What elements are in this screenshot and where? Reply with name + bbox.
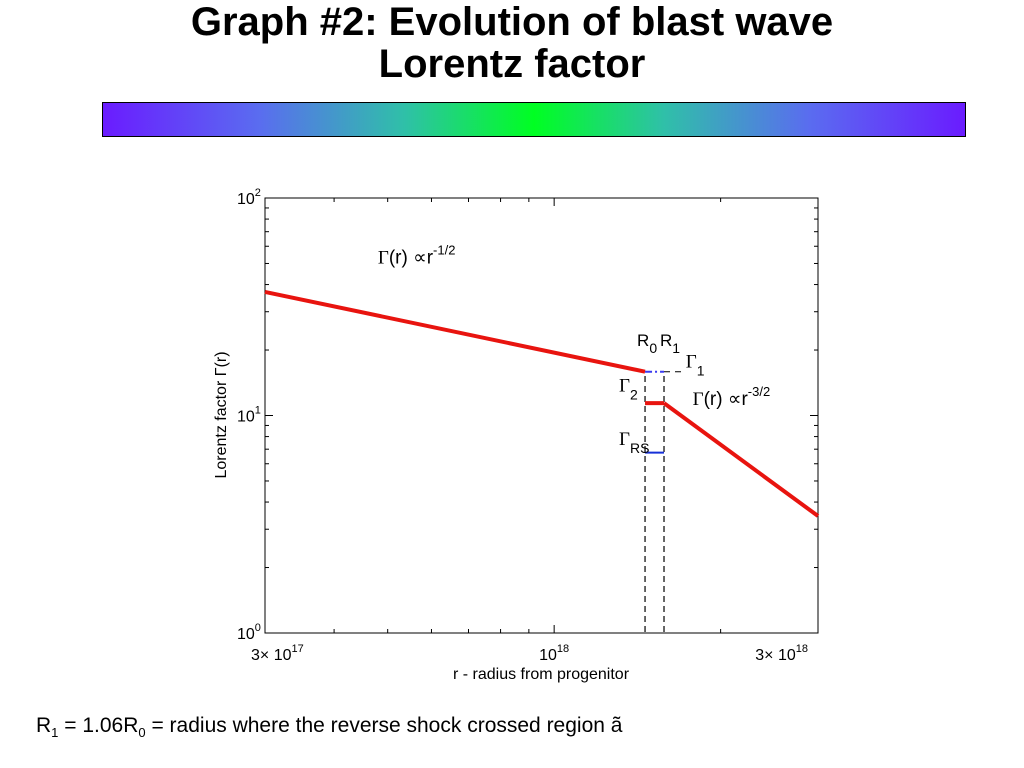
caption-mid: = 1.06R [58,714,139,737]
x-axis-label: r - radius from progenitor [453,666,630,683]
y-tick-label-exp: 0 [255,622,261,634]
y-tick-label: 100 [237,622,261,643]
decorative-gradient-bar [102,102,966,137]
slide-title-line1: Graph #2: Evolution of blast wave [190,0,834,44]
y-tick-label: 102 [237,187,261,208]
radius-marker-label-text: R [637,331,649,350]
x-tick-label-exp: 18 [557,643,569,655]
data-series [264,289,820,518]
x-tick-label-exp: 17 [291,643,303,655]
x-tick-label: 1018 [539,643,569,664]
slide-title: Graph #2: Evolution of blast wave Lorent… [0,0,1024,85]
annotation-gamma1: Γ1 [686,352,705,379]
series-line-0 [264,289,646,374]
annotation-base: r [741,389,748,410]
x-tick-label-base: 3× 10 [251,647,292,664]
annotation-sub: RS [630,440,649,456]
annotation-symbol: Γ [619,429,630,450]
annotation-prop: ∝ [413,247,427,268]
y-tick-label-base: 10 [237,191,255,208]
annotation-exp: -3/2 [748,384,770,399]
caption-r1: R [36,714,52,737]
annotation-gamma2: Γ2 [619,375,638,402]
y-tick-label-base: 10 [237,626,255,643]
annotation-text: (r) [704,389,728,410]
annotation-symbol: Γ [378,247,389,268]
x-tick-labels: 3× 1017 1018 3× 1018 [251,643,808,664]
x-tick-label-base: 10 [539,647,557,664]
y-tick-label: 101 [237,405,261,426]
annotation-law2: Γ(r) ∝r-3/2 [693,384,771,410]
y-tick-label-exp: 1 [255,405,261,417]
caption: R1 = 1.06R0 = radius where the reverse s… [36,714,622,740]
caption-r0-sub: 0 [138,725,146,741]
minor-ticks [265,198,818,633]
radius-marker-label-text: R [660,331,672,350]
x-tick-label-base: 3× 10 [755,647,796,664]
slide-title-line2: Lorentz factor [378,42,646,86]
radius-marker-label-0: R0 [637,331,657,356]
series-line-2 [662,401,820,518]
annotation-gammaRS: ΓRS [619,429,649,456]
caption-r1-sub: 1 [51,725,59,741]
y-axis-label: Lorentz factor Γ(r) [213,351,230,478]
caption-rest: = radius where the reverse shock crossed… [145,714,623,737]
annotation-symbol: Γ [619,375,630,396]
x-tick-label-exp: 18 [796,643,808,655]
annotation-exp: -1/2 [433,242,455,257]
radius-markers: R0 R1 [637,331,680,633]
annotation-base: r [427,247,434,268]
annotation-symbol: Γ [693,389,704,410]
annotation-symbol: Γ [686,352,697,373]
annotation-law1: Γ(r) ∝r-1/2 [378,242,456,268]
annotation-sub: 2 [630,386,638,402]
annotation-sub: 1 [697,363,705,379]
y-tick-label-exp: 2 [255,187,261,199]
radius-marker-label-1: R1 [660,331,680,356]
annotation-text: (r) [389,247,413,268]
x-tick-label: 3× 1017 [251,643,304,664]
radius-marker-label-sub: 1 [672,340,680,356]
plot-area-frame [264,197,819,634]
x-tick-label: 3× 1018 [755,643,808,664]
radius-marker-label-sub: 0 [649,340,657,356]
major-ticks [264,197,819,634]
y-tick-label-base: 10 [237,409,255,426]
annotation-prop: ∝ [728,389,742,410]
